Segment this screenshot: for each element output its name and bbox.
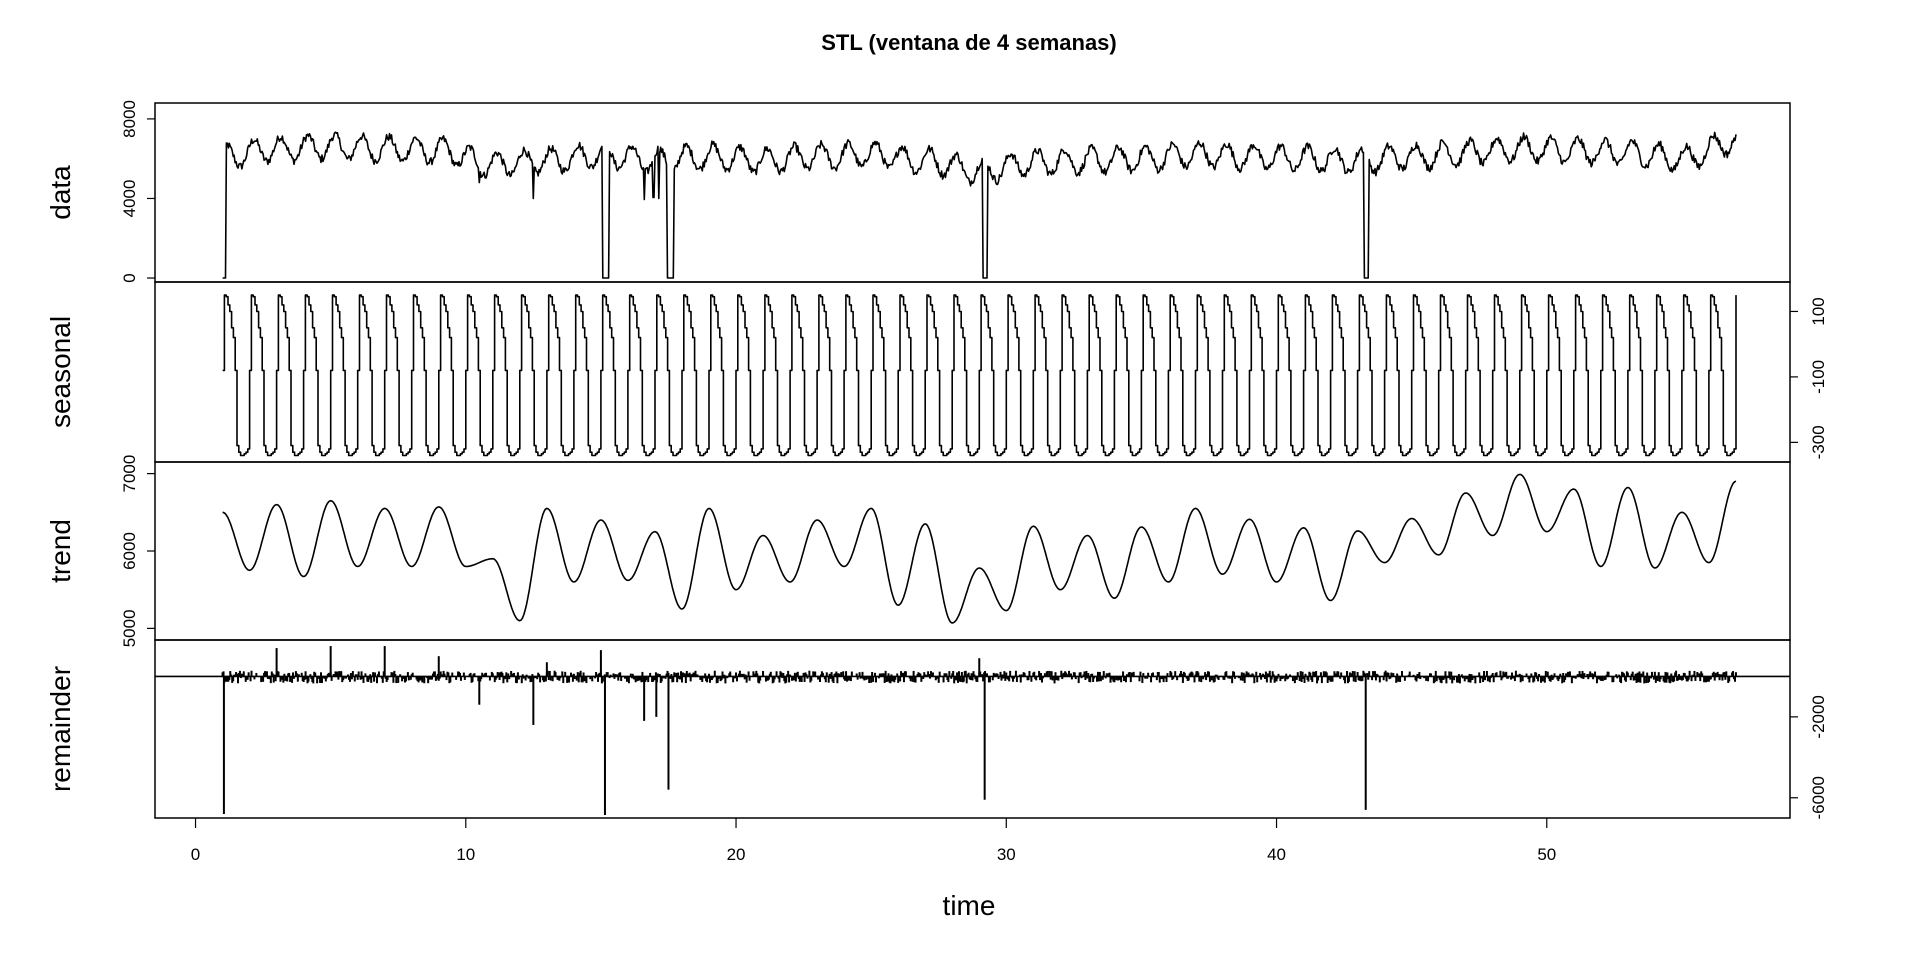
x-tick-label: 40 — [1267, 845, 1286, 864]
x-tick-label: 0 — [191, 845, 200, 864]
panel-seasonal: -300 -100 100 seasonal — [45, 281, 1828, 463]
y-tick-label: 100 — [1809, 297, 1828, 325]
panel-frame — [154, 102, 1791, 283]
y-tick-label: 6000 — [120, 532, 139, 570]
panel-data: 0 4000 8000 data — [45, 100, 1791, 283]
x-tick-label: 10 — [456, 845, 475, 864]
panel-frame — [154, 281, 1791, 463]
panel-trend: 5000 6000 7000 trend — [45, 455, 1791, 647]
panel-label-data: data — [45, 165, 76, 220]
x-tick-label: 50 — [1537, 845, 1556, 864]
panel-frame — [154, 461, 1791, 641]
y-tick-label: -100 — [1809, 360, 1828, 394]
panels: 0 4000 8000 data -300 -100 100 seasonal 5000 6000… — [45, 100, 1828, 820]
panel-label-trend: trend — [45, 519, 76, 583]
y-tick-label: 8000 — [120, 100, 139, 138]
remainder-bars — [221, 646, 1737, 815]
x-tick-label: 30 — [997, 845, 1016, 864]
x-tick-label: 20 — [727, 845, 746, 864]
y-tick-label: 5000 — [120, 609, 139, 647]
y-tick-label: -2000 — [1809, 695, 1828, 738]
y-tick-label: 7000 — [120, 455, 139, 493]
y-tick-label: -6000 — [1809, 776, 1828, 819]
seasonal-series-line — [222, 294, 1737, 457]
panel-frame — [154, 639, 1791, 819]
panel-label-remainder: remainder — [45, 666, 76, 792]
y-tick-label: 4000 — [120, 180, 139, 218]
y-tick-label: -300 — [1809, 425, 1828, 459]
chart-title: STL (ventana de 4 semanas) — [821, 30, 1117, 55]
panel-remainder: -6000 -2000 remainder — [45, 639, 1828, 820]
y-tick-label: 0 — [120, 273, 139, 282]
x-axis: 0 10 20 30 40 50 — [191, 818, 1556, 864]
x-axis-label: time — [943, 890, 996, 921]
panel-label-seasonal: seasonal — [45, 316, 76, 428]
trend-series-line — [222, 473, 1737, 624]
data-series-line — [222, 131, 1737, 279]
